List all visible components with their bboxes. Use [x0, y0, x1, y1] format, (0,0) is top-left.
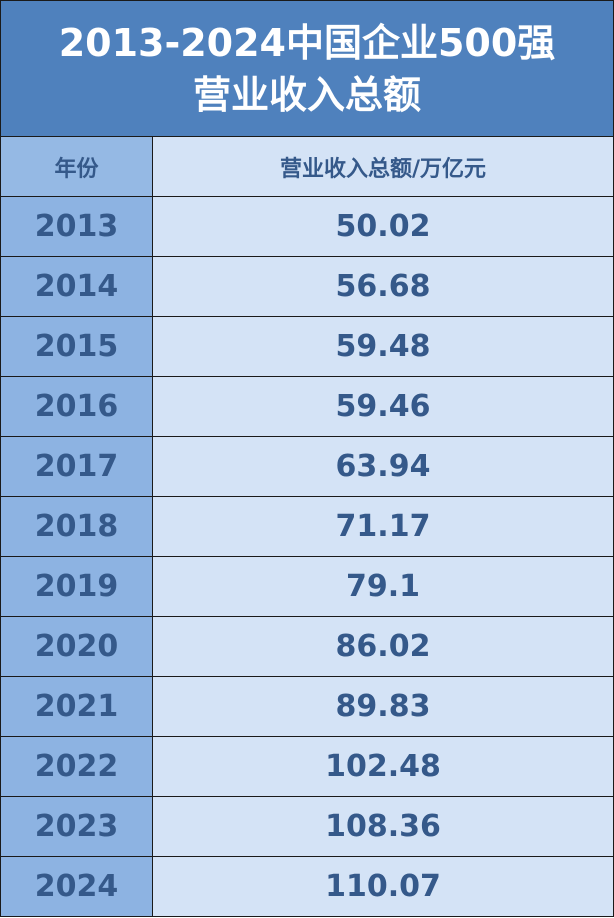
table-row: 2019 79.1: [1, 557, 613, 617]
year-cell: 2013: [1, 197, 153, 256]
revenue-cell: 86.02: [153, 617, 613, 676]
year-cell: 2024: [1, 857, 153, 916]
year-cell: 2019: [1, 557, 153, 616]
revenue-cell: 102.48: [153, 737, 613, 796]
table-row: 2015 59.48: [1, 317, 613, 377]
year-cell: 2014: [1, 257, 153, 316]
revenue-cell: 110.07: [153, 857, 613, 916]
revenue-cell: 79.1: [153, 557, 613, 616]
header-row: 年份 营业收入总额/万亿元: [1, 137, 613, 197]
table-row: 2021 89.83: [1, 677, 613, 737]
header-revenue: 营业收入总额/万亿元: [153, 137, 613, 196]
table-row: 2016 59.46: [1, 377, 613, 437]
year-cell: 2020: [1, 617, 153, 676]
table-row: 2023 108.36: [1, 797, 613, 857]
header-year: 年份: [1, 137, 153, 196]
revenue-cell: 71.17: [153, 497, 613, 556]
table-row: 2014 56.68: [1, 257, 613, 317]
year-cell: 2023: [1, 797, 153, 856]
table-title: 2013-2024中国企业500强 营业收入总额: [1, 1, 613, 137]
year-cell: 2022: [1, 737, 153, 796]
table-row: 2024 110.07: [1, 857, 613, 916]
table-row: 2020 86.02: [1, 617, 613, 677]
year-cell: 2018: [1, 497, 153, 556]
title-line-1: 2013-2024中国企业500强: [58, 20, 556, 65]
year-cell: 2017: [1, 437, 153, 496]
year-cell: 2016: [1, 377, 153, 436]
year-cell: 2015: [1, 317, 153, 376]
revenue-cell: 56.68: [153, 257, 613, 316]
revenue-cell: 89.83: [153, 677, 613, 736]
year-cell: 2021: [1, 677, 153, 736]
table-row: 2018 71.17: [1, 497, 613, 557]
revenue-cell: 63.94: [153, 437, 613, 496]
table-row: 2013 50.02: [1, 197, 613, 257]
title-line-2: 营业收入总额: [192, 72, 421, 117]
revenue-cell: 59.46: [153, 377, 613, 436]
table-row: 2017 63.94: [1, 437, 613, 497]
revenue-cell: 59.48: [153, 317, 613, 376]
revenue-cell: 50.02: [153, 197, 613, 256]
revenue-cell: 108.36: [153, 797, 613, 856]
table-row: 2022 102.48: [1, 737, 613, 797]
